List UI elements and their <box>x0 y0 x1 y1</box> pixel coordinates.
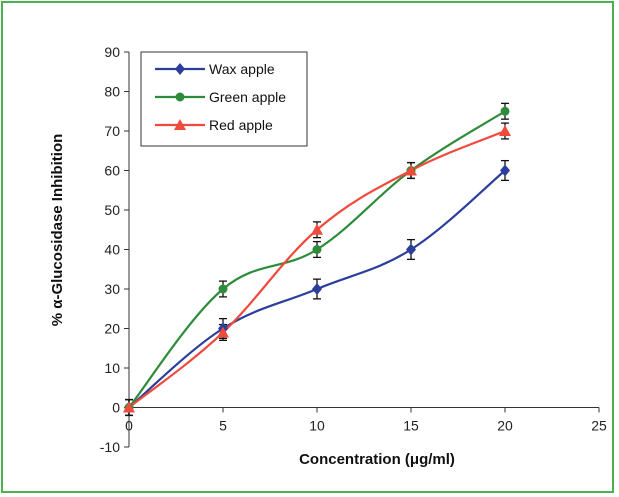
green-apple-point <box>218 284 228 294</box>
red-apple-point <box>123 401 135 413</box>
y-tick-label: 70 <box>104 123 120 139</box>
red-apple-point <box>311 223 323 235</box>
x-tick-label: 15 <box>403 418 419 434</box>
wax-apple-point <box>406 243 416 256</box>
legend: Wax apple Green apple Red apple <box>140 51 308 147</box>
x-tick-label: 0 <box>125 418 133 434</box>
x-tick-label: 5 <box>219 418 227 434</box>
y-tick-label: 60 <box>104 163 120 179</box>
red-apple-point <box>499 125 511 136</box>
green-apple-line <box>128 110 506 409</box>
wax-apple-legend-label: Wax apple <box>209 61 275 77</box>
red-apple-point <box>217 326 229 338</box>
green-apple-point <box>312 245 322 254</box>
red-apple-line <box>128 129 506 409</box>
y-tick-label: -10 <box>100 439 120 455</box>
error-bars <box>125 102 509 417</box>
y-tick-label: 20 <box>104 321 120 337</box>
y-tick-label: 80 <box>104 84 120 100</box>
y-tick-label: 50 <box>104 202 120 218</box>
y-tick-label: 10 <box>104 360 120 376</box>
axes <box>124 51 600 448</box>
x-tick-label: 20 <box>497 418 513 434</box>
tick-labels: -10 0 10 20 30 40 50 60 70 80 90 0 5 10 15 20 25 <box>100 44 607 455</box>
green-apple-legend-label: Green apple <box>209 89 286 105</box>
red-apple-point <box>405 164 417 176</box>
green-apple-point <box>500 106 510 116</box>
y-tick-label: 0 <box>112 400 120 416</box>
green-apple-legend-marker <box>175 92 185 102</box>
red-apple-legend-label: Red apple <box>209 117 273 133</box>
y-tick-label: 30 <box>104 281 120 297</box>
y-tick-label: 90 <box>104 44 120 60</box>
x-tick-label: 10 <box>309 418 325 434</box>
red-apple-legend-marker <box>174 119 186 130</box>
wax-apple-point <box>312 283 322 295</box>
y-axis-title: % α-Glucosidase Inhibition <box>49 134 66 327</box>
wax-apple-legend-marker <box>175 63 185 75</box>
series-markers <box>123 106 511 414</box>
legend-box <box>140 51 308 147</box>
series-lines <box>128 110 506 409</box>
y-tick-label: 40 <box>104 242 120 258</box>
x-tick-label: 25 <box>591 418 607 434</box>
x-axis-title: Concentration (μg/ml) <box>299 451 455 468</box>
wax-apple-point <box>500 164 510 177</box>
